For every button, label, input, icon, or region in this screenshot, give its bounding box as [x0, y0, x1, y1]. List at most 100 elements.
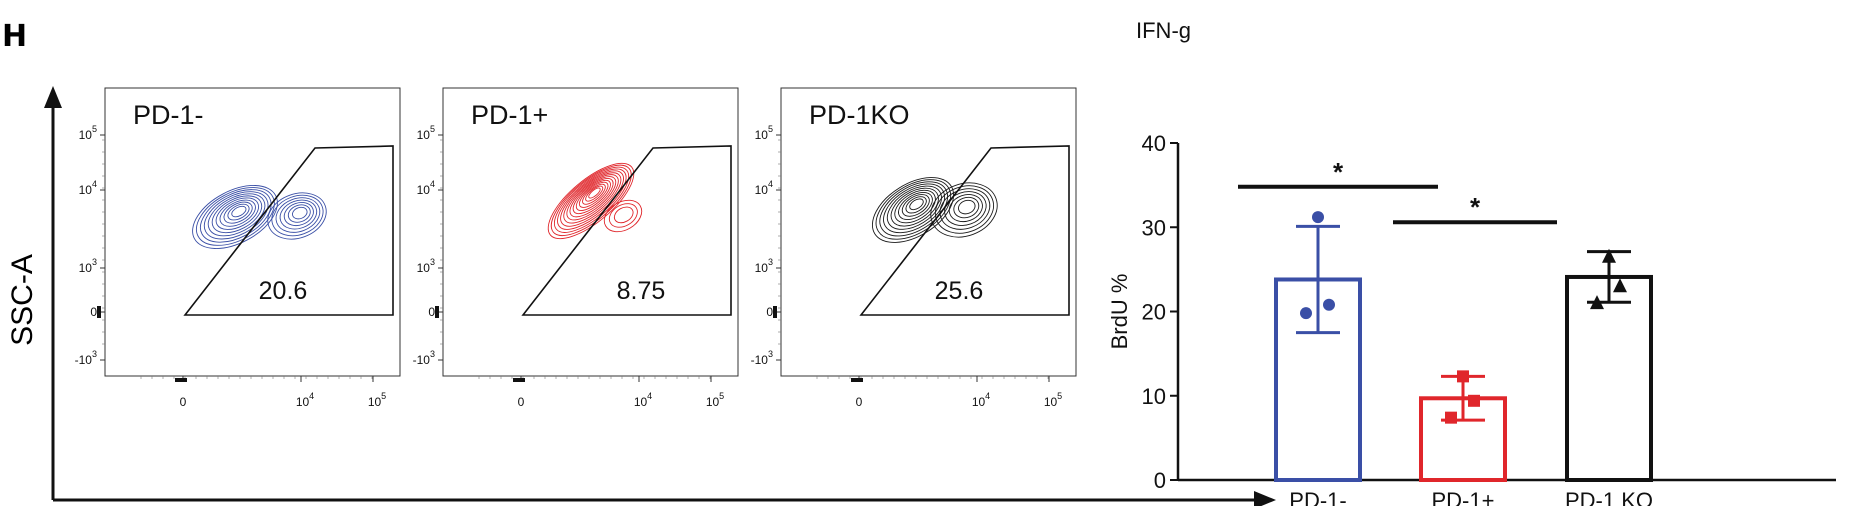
- y-tick-label: 104: [755, 179, 773, 197]
- contour-main: [231, 205, 247, 218]
- y-tick-label: 103: [417, 257, 435, 275]
- contour-secondary: [283, 202, 314, 227]
- y-tick-label: -103: [75, 349, 97, 367]
- contour-main: [211, 195, 263, 234]
- y-tick-label-exponent: 3: [430, 349, 435, 359]
- x-tick-label-exponent: 4: [647, 391, 652, 401]
- y-tick-label: 0: [428, 305, 435, 319]
- contour-main: [203, 191, 269, 240]
- contour-main: [901, 194, 930, 217]
- y-tick-label: 104: [79, 179, 97, 197]
- bar-y-tick-label: 0: [1154, 468, 1166, 493]
- contour-main: [566, 174, 619, 221]
- x-tick-label: 104: [972, 391, 990, 409]
- bar-category-label: PD-1+: [1432, 488, 1495, 506]
- contour-main: [563, 172, 622, 224]
- contour-secondary: [287, 204, 311, 223]
- y-tick-label: 105: [79, 124, 97, 142]
- contour-main: [894, 189, 936, 224]
- bar-y-tick-label: 10: [1142, 384, 1166, 409]
- contour-secondary: [271, 194, 324, 237]
- y-tick-label: 105: [755, 124, 773, 142]
- shared-axes: [44, 86, 1276, 506]
- x-tick-label: 0: [856, 395, 863, 409]
- data-point: [1602, 248, 1616, 263]
- contour-main: [554, 166, 630, 233]
- y-tick-label-base: -10: [751, 353, 769, 367]
- x-tick-label: 105: [1044, 391, 1062, 409]
- y-tick-label-exponent: 5: [430, 124, 435, 134]
- flow-panel-frame: [442, 87, 739, 377]
- bar-y-tick-label: 30: [1142, 215, 1166, 240]
- x-tick-label-base: 0: [518, 395, 525, 409]
- y-tick-label-exponent: 4: [430, 179, 435, 189]
- contour-plot: [192, 185, 327, 249]
- shared-y-arrowhead: [44, 86, 62, 108]
- shared-x-arrowhead: [1254, 491, 1276, 506]
- contour-main: [192, 185, 278, 249]
- y-tick-label: 0: [90, 305, 97, 319]
- y-tick-label-exponent: 3: [92, 257, 97, 267]
- bar-category-label: PD-1 KO: [1565, 488, 1653, 506]
- contour-main: [200, 189, 272, 243]
- contour-secondary: [953, 196, 980, 219]
- gate-polygon: [859, 145, 1070, 316]
- contour-plot: [871, 177, 998, 243]
- y-axis-label: SSC-A: [6, 254, 39, 346]
- significance-label: *: [1470, 192, 1481, 222]
- y-tick-label: 0: [766, 305, 773, 319]
- x-tick-label-exponent: 4: [985, 391, 990, 401]
- bar-chart: IFN-g 0 10 20 30 40 BrdU % PD-1- PD-1+ PD-1 KO * *: [1107, 18, 1836, 506]
- contour-main: [585, 185, 604, 202]
- y-tick-label-exponent: 4: [768, 179, 773, 189]
- contour-main: [886, 185, 942, 230]
- contour-secondary: [944, 191, 987, 226]
- x-tick-label-exponent: 4: [309, 391, 314, 401]
- y-tick-label-exponent: 3: [768, 257, 773, 267]
- contour-main: [875, 179, 952, 240]
- y-tick-label-base: 10: [79, 128, 93, 142]
- flow-panel-title: PD-1-: [133, 100, 204, 130]
- contour-main: [905, 196, 927, 214]
- contour-secondary: [948, 194, 983, 223]
- y-tick-label-exponent: 5: [92, 124, 97, 134]
- y-tick-label-base: 10: [417, 128, 431, 142]
- contour-secondary: [603, 199, 643, 233]
- y-tick-label: 103: [755, 257, 773, 275]
- flow-panel-title: PD-1KO: [809, 100, 910, 130]
- bar-y-axis-label: BrdU %: [1107, 274, 1132, 350]
- panel-letter: H: [2, 19, 27, 54]
- x-axis-mark: [851, 378, 863, 382]
- y-tick-label-base: 0: [766, 305, 773, 319]
- x-tick-label-exponent: 5: [381, 391, 386, 401]
- contour-secondary: [279, 199, 318, 230]
- y-tick-label-base: 10: [417, 261, 431, 275]
- bar-y-tick-label: 20: [1142, 300, 1166, 325]
- y-tick-label-base: 10: [79, 183, 93, 197]
- y-tick-label-exponent: 5: [768, 124, 773, 134]
- contour-main: [898, 192, 933, 220]
- contour-main: [207, 193, 266, 237]
- bar-chart-title: IFN-g: [1136, 18, 1191, 43]
- flow-panel-title: PD-1+: [471, 100, 548, 130]
- contour-main: [890, 187, 939, 227]
- y-tick-label-base: 10: [755, 128, 769, 142]
- data-point: [1457, 370, 1469, 383]
- contour-secondary: [934, 185, 994, 234]
- y-tick-label: -103: [413, 349, 435, 367]
- contour-main: [883, 183, 945, 234]
- contour-secondary: [958, 199, 976, 215]
- y-tick-label-base: -10: [413, 353, 431, 367]
- x-tick-label: 0: [180, 395, 187, 409]
- y-tick-label: 105: [417, 124, 435, 142]
- y-tick-label: -103: [751, 349, 773, 367]
- contour-main: [582, 183, 606, 205]
- flow-panel-frame: [780, 87, 1077, 377]
- flow-panel-frame: [104, 87, 401, 377]
- contour-secondary: [613, 206, 634, 224]
- x-tick-label-base: 10: [634, 395, 648, 409]
- contour-plot: [547, 162, 643, 240]
- contour-main: [547, 162, 635, 240]
- data-point: [1312, 211, 1324, 224]
- y-tick-label-base: 10: [755, 183, 769, 197]
